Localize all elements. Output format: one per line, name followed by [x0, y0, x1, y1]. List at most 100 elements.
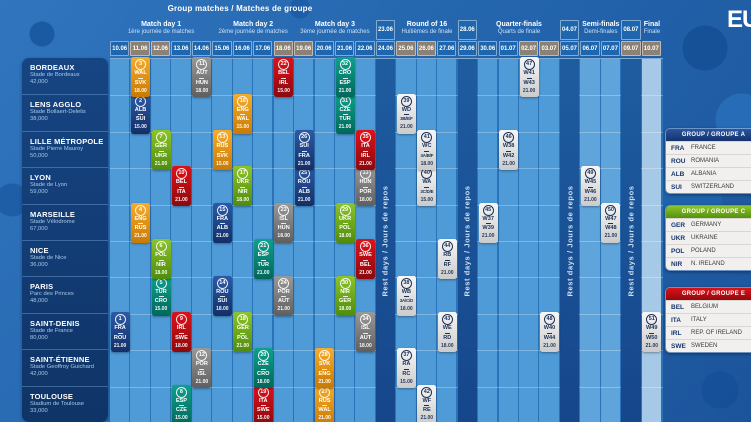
kickoff-time: 18.00: [134, 87, 147, 94]
date-cell: 03.07: [539, 41, 559, 56]
match-cell[interactable]: 9 IRL SWE 18.00: [171, 312, 191, 352]
match-cell[interactable]: 34 ISL AUT 18.00: [356, 312, 375, 352]
away-team: IRL: [279, 79, 289, 86]
match-cell[interactable]: 36 SWE BEL 21.00: [356, 239, 375, 280]
match-cell[interactable]: 30 NIR GER 18.00: [335, 275, 355, 316]
away-team: W44: [543, 334, 556, 341]
match-cell[interactable]: 1 FRA ROU 21.00: [110, 312, 130, 352]
match-cell[interactable]: 11 AUT HUN 18.00: [192, 57, 212, 98]
match-cell[interactable]: 21 ESP TUR 21.00: [253, 239, 273, 280]
match-cell[interactable]: 51 W49 W50 21.00: [642, 312, 662, 352]
match-cell[interactable]: 49 W45 W46 21.00: [580, 166, 600, 207]
team-name: REP. OF IRELAND: [691, 330, 742, 336]
match-cell[interactable]: 2 ALB SUI 15.00: [131, 93, 151, 134]
match-cell[interactable]: 50 W47 W48 21.00: [601, 202, 621, 243]
match-cell[interactable]: 39 WD 3B/E/F 21.00: [396, 93, 416, 134]
rest-column: Rest days / Jours de repos: [621, 59, 641, 422]
match-cell[interactable]: 32 CRO ESP 21.00: [335, 57, 355, 98]
rest-days-label: Rest days / Jours de repos: [462, 185, 472, 297]
match-cell[interactable]: 27 RUS WAL 21.00: [315, 384, 335, 422]
match-cell[interactable]: 6 POL NIR 18.00: [151, 239, 171, 280]
match-cell[interactable]: 44 RB RF 21.00: [437, 239, 457, 280]
match-cell[interactable]: 33 HUN POR 18.00: [356, 166, 375, 207]
venue-city: BORDEAUX: [30, 63, 75, 72]
away-team: ROU: [113, 334, 127, 341]
date-cell: 17.06: [253, 41, 273, 56]
phase-header: Match day 2 2ème journée de matches: [212, 17, 294, 40]
kickoff-time: 15.00: [175, 415, 188, 422]
vs-separator: [260, 259, 266, 261]
match-cell[interactable]: 17 UKR NIR 18.00: [233, 166, 253, 207]
match-cell[interactable]: 24 POR AUT 21.00: [274, 275, 294, 316]
match-cell[interactable]: 31 CZE TUR 21.00: [335, 93, 355, 134]
kickoff-time: 15.00: [216, 160, 229, 167]
phase-header: Quarter-finals Quarts de finale: [478, 17, 560, 40]
vs-separator: [342, 114, 348, 116]
home-team: NIR: [340, 288, 350, 295]
match-cell[interactable]: 20 CZE CRO 18.00: [253, 348, 273, 389]
match-cell[interactable]: 26 SUI FRA 21.00: [294, 130, 314, 170]
legend-team-row: IRL REP. OF IRELAND: [666, 326, 751, 339]
match-cell[interactable]: 40 WA 3C/D/E 15.00: [417, 166, 437, 207]
phase-subname: 3ème journée de matches: [300, 29, 370, 35]
away-team: HUN: [195, 79, 208, 86]
venue-stadium: Stade de Bordeaux: [30, 72, 80, 78]
team-name: ALBANIA: [691, 171, 717, 177]
away-team: CRO: [154, 298, 168, 305]
legend-team-row: ROU ROMANIA: [666, 154, 751, 167]
match-cell[interactable]: 3 WAL SVK 18.00: [131, 57, 151, 98]
match-cell[interactable]: 7 GER UKR 21.00: [151, 130, 171, 170]
match-cell[interactable]: 29 UKR POL 18.00: [335, 202, 355, 243]
phase-name: Match day 2: [233, 21, 274, 28]
match-cell[interactable]: 37 RA RC 15.00: [396, 348, 416, 389]
match-cell[interactable]: 45 W37 W39 21.00: [478, 202, 498, 243]
match-cell[interactable]: 5 TUR CRO 15.00: [151, 275, 171, 316]
legend-header: GROUP / GROUPE C: [666, 206, 751, 218]
match-cell[interactable]: 25 ROU ALB 21.00: [294, 166, 314, 207]
match-cell[interactable]: 23 ISL HUN 18.00: [274, 202, 294, 243]
match-cell[interactable]: 41 WC 3A/B/F 18.00: [417, 130, 437, 170]
home-team: IRL: [176, 325, 186, 331]
match-cell[interactable]: 38 WB 3A/C/D 18.00: [396, 275, 416, 316]
match-cell[interactable]: 13 RUS SVK 15.00: [212, 130, 232, 170]
kickoff-time: 21.00: [481, 233, 495, 240]
team-name: FRANCE: [691, 145, 716, 151]
team-code: GER: [671, 221, 686, 229]
kickoff-time: 18.00: [420, 160, 434, 167]
match-cell[interactable]: 10 BEL ITA 21.00: [171, 166, 191, 207]
match-cell[interactable]: 48 W40 W44 21.00: [540, 312, 560, 352]
match-number: 30: [339, 277, 351, 289]
match-cell[interactable]: 8 ESP CZE 15.00: [171, 384, 191, 422]
match-cell[interactable]: 28 SVK ENG 21.00: [315, 348, 335, 389]
venue-capacity: 33,000: [30, 407, 48, 414]
match-cell[interactable]: 18 GER POL 21.00: [233, 312, 253, 352]
match-cell[interactable]: 4 ENG RUS 21.00: [131, 202, 151, 243]
kickoff-time: 21.00: [502, 160, 515, 167]
vs-separator: [403, 114, 409, 116]
home-team: W37: [482, 215, 494, 222]
match-cell[interactable]: 14 ROU SUI 18.00: [212, 275, 232, 316]
match-cell[interactable]: 43 WE RD 18.00: [437, 312, 457, 352]
match-cell[interactable]: 15 FRA ALB 21.00: [212, 202, 232, 243]
venue-stadium: Stade Bollaert-Delelis: [30, 109, 86, 116]
match-number: 32: [339, 59, 351, 71]
kickoff-time: 21.00: [420, 415, 434, 422]
match-cell[interactable]: 12 POR ISL 21.00: [192, 348, 212, 389]
legend-team-row: SUI SWITZERLAND: [666, 180, 751, 193]
match-cell[interactable]: 22 BEL IRL 15.00: [274, 57, 294, 98]
match-number: 37: [400, 350, 412, 362]
kickoff-time: 21.00: [154, 160, 168, 167]
page-title: Group matches / Matches de groupe: [167, 4, 313, 13]
away-team: 3B/E/F: [400, 116, 413, 122]
match-cell[interactable]: 19 ITA SWE 15.00: [253, 384, 273, 422]
date-cell: 19.06: [294, 41, 314, 56]
legend-team-row: UKR UKRAINE: [666, 231, 751, 244]
match-number: 46: [503, 132, 515, 143]
match-cell[interactable]: 35 ITA IRL 21.00: [356, 130, 375, 170]
match-cell[interactable]: 16 ENG WAL 15.00: [233, 93, 253, 134]
match-cell[interactable]: 47 W41 W43 21.00: [519, 57, 539, 98]
match-cell[interactable]: 46 W38 W42 21.00: [499, 130, 519, 170]
phase-header: Match day 3 3ème journée de matches: [294, 17, 376, 40]
match-cell[interactable]: 42 WF RE 21.00: [417, 384, 437, 422]
kickoff-time: 21.00: [604, 233, 618, 240]
